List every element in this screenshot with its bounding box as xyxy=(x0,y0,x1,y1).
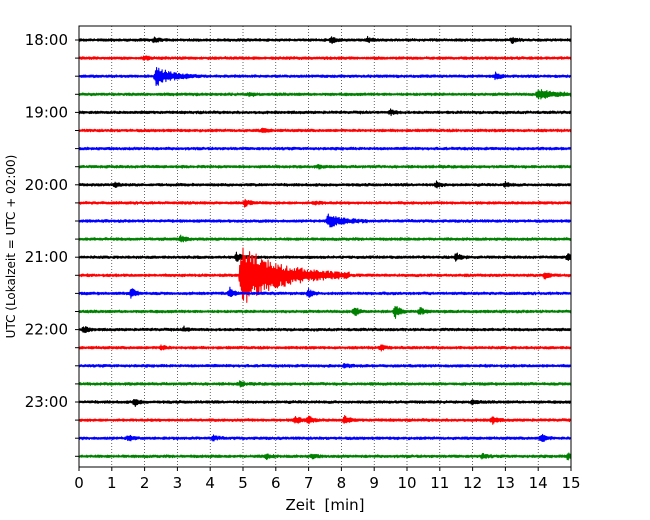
x-tick-label: 10 xyxy=(397,474,416,492)
x-tick-label: 8 xyxy=(337,474,347,492)
trace-line xyxy=(78,234,572,243)
x-tick-label: 5 xyxy=(238,474,248,492)
trace-line xyxy=(78,180,572,189)
y-tick-label: 22:00 xyxy=(25,321,68,339)
trace-line xyxy=(78,363,572,369)
x-tick-label: 0 xyxy=(74,474,84,492)
trace-line xyxy=(78,247,572,303)
trace-line xyxy=(78,163,572,170)
y-tick-label: 20:00 xyxy=(25,176,68,194)
trace-line xyxy=(78,35,572,45)
y-tick-label: 19:00 xyxy=(25,103,68,121)
x-axis-ticks: 0 1 2 3 4 5 6 7 8 9 10 11 12 13 14 15 xyxy=(74,467,581,492)
trace-line xyxy=(78,108,572,117)
trace-line xyxy=(78,344,572,352)
trace-line xyxy=(78,89,572,100)
trace-line xyxy=(78,213,572,228)
x-tick-label: 12 xyxy=(463,474,482,492)
trace-line xyxy=(78,305,572,319)
trace-line xyxy=(78,127,572,133)
trace-line xyxy=(78,380,572,388)
trace-line xyxy=(78,399,572,408)
x-tick-label: 4 xyxy=(205,474,215,492)
plot-frame xyxy=(78,25,572,468)
trace-line xyxy=(78,146,572,151)
y-axis-ticks: 18:00 19:00 20:00 21:00 22:00 23:00 xyxy=(25,31,79,457)
y-tick-label: 18:00 xyxy=(25,31,68,49)
trace-line xyxy=(78,55,572,61)
trace-line xyxy=(78,325,572,334)
y-tick-label: 23:00 xyxy=(25,393,68,411)
seismic-traces xyxy=(78,35,572,461)
trace-line xyxy=(78,286,572,299)
x-tick-label: 1 xyxy=(107,474,117,492)
trace-line xyxy=(78,198,572,208)
x-tick-label: 11 xyxy=(430,474,449,492)
trace-line xyxy=(78,452,572,461)
trace-line xyxy=(78,67,572,87)
x-tick-label: 3 xyxy=(173,474,183,492)
y-axis-label: UTC (Lokalzeit = UTC + 02:00) xyxy=(4,155,18,339)
x-tick-label: 15 xyxy=(561,474,580,492)
x-tick-label: 6 xyxy=(271,474,281,492)
x-axis-label: Zeit [min] xyxy=(285,496,364,514)
x-tick-label: 13 xyxy=(496,474,515,492)
x-tick-label: 7 xyxy=(304,474,314,492)
trace-line xyxy=(78,251,572,263)
x-tick-label: 9 xyxy=(369,474,379,492)
trace-line xyxy=(78,414,572,425)
trace-line xyxy=(78,433,572,442)
x-tick-label: 14 xyxy=(529,474,548,492)
x-tick-label: 2 xyxy=(140,474,150,492)
y-tick-label: 21:00 xyxy=(25,248,68,266)
